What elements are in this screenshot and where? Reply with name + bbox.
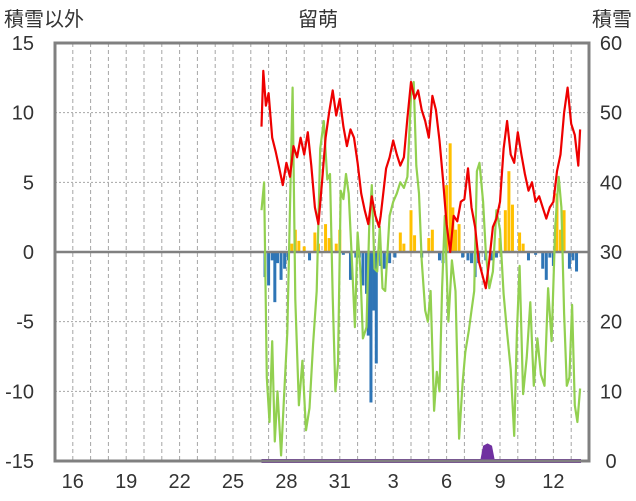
precipitation-bar — [365, 252, 368, 294]
x-tick-label: 31 — [329, 471, 351, 493]
left-tick-label: -15 — [5, 451, 34, 473]
right-tick-label: 50 — [600, 103, 622, 125]
precipitation-bar — [267, 252, 271, 286]
precipitation-bar — [276, 252, 279, 264]
left-tick-label: 15 — [12, 33, 34, 55]
precipitation-bar — [324, 224, 328, 252]
snow-depth-series — [261, 443, 581, 463]
precipitation-bar — [575, 252, 579, 272]
precipitation-bar — [361, 252, 365, 286]
precipitation-bar — [302, 246, 306, 252]
precipitation-bar — [461, 252, 465, 258]
gridlines — [55, 43, 589, 461]
precipitation-bar — [388, 252, 392, 264]
precipitation-bar — [409, 210, 413, 252]
plot-frame — [53, 41, 591, 463]
x-tick-label: 3 — [388, 471, 399, 493]
precipitation-bar — [374, 252, 378, 364]
left-tick-label: -5 — [16, 312, 34, 334]
precipitation-bar — [393, 252, 397, 258]
x-tick-label: 22 — [168, 471, 190, 493]
precipitation-bar — [372, 252, 376, 311]
precipitation-bar — [571, 252, 575, 261]
right-tick-label: 40 — [600, 172, 622, 194]
precipitation-bar — [448, 143, 452, 252]
precipitation-bar — [290, 243, 294, 252]
x-tick-label: 28 — [275, 471, 297, 493]
precipitation-bar — [369, 252, 373, 403]
precipitation-bar — [437, 252, 441, 261]
left-tick-label: 10 — [12, 103, 34, 125]
x-tick-label: 19 — [115, 471, 137, 493]
x-tick-label: 6 — [441, 471, 452, 493]
precipitation-bar — [341, 252, 345, 255]
right-tick-label: 20 — [600, 312, 622, 334]
left-tick-label: 5 — [23, 172, 34, 194]
precipitation-bar — [548, 252, 552, 258]
snow-depth-area — [261, 443, 581, 463]
precipitation-bar — [489, 252, 493, 261]
precipitation-bar — [555, 193, 559, 252]
precipitation-bar — [454, 229, 457, 252]
precipitation-bar — [283, 252, 287, 269]
precipitation-bar — [559, 229, 563, 252]
right-tick-label: 60 — [600, 33, 622, 55]
x-tick-label: 25 — [222, 471, 244, 493]
left-tick-label: -10 — [5, 381, 34, 403]
right-axis-label: 積雪 — [592, 7, 632, 31]
precipitation-bar — [413, 235, 417, 252]
left-axis-label: 積雪以外 — [4, 7, 84, 31]
precipitation-bar — [279, 252, 283, 280]
precipitation-bar — [544, 252, 548, 280]
right-tick-label: 10 — [600, 381, 622, 403]
precipitation-bar — [273, 252, 277, 303]
right-tick-label: 30 — [600, 242, 622, 264]
precipitation-bar — [354, 252, 358, 258]
precipitation-bar — [427, 238, 431, 252]
precipitation-bar — [470, 252, 474, 264]
x-tick-label: 12 — [542, 471, 564, 493]
precipitation-bar — [567, 252, 571, 269]
precipitation-bar — [348, 252, 352, 280]
temperature-line — [260, 69, 582, 290]
precipitation-bar — [562, 210, 566, 252]
x-tick-label: 9 — [494, 471, 505, 493]
precipitation-bar — [503, 210, 507, 252]
precipitation-bar — [398, 232, 402, 252]
precipitation-bar — [334, 243, 338, 252]
precipitation-bar — [466, 252, 470, 261]
precipitation-bar — [518, 232, 522, 252]
sunshine-series — [260, 80, 582, 457]
temperature-series — [260, 69, 582, 290]
sunshine-line — [260, 80, 582, 457]
precipitation-bar — [541, 252, 545, 269]
chart-title: 留萌 — [298, 7, 338, 31]
precipitation-bar — [297, 240, 301, 252]
precipitation-bar — [507, 171, 511, 252]
x-tick-label: 16 — [62, 471, 84, 493]
right-tick-label: 0 — [605, 451, 616, 473]
precipitation-bar — [526, 252, 530, 261]
precipitation-bar — [510, 204, 514, 252]
left-tick-label: 0 — [23, 242, 34, 264]
precipitation-bar — [270, 252, 274, 261]
precipitation-bar — [327, 238, 331, 252]
precipitation-bar — [494, 252, 498, 258]
precipitation-bar — [534, 252, 538, 255]
precipitation-bar — [430, 229, 434, 252]
precipitation-bar — [402, 243, 406, 252]
precipitation-bar — [521, 243, 525, 252]
precipitation-bar — [313, 232, 317, 252]
precipitation-bar — [457, 224, 461, 252]
precipitation-bar — [308, 252, 312, 261]
precipitation-bar — [382, 252, 386, 269]
plot-border — [53, 41, 591, 463]
